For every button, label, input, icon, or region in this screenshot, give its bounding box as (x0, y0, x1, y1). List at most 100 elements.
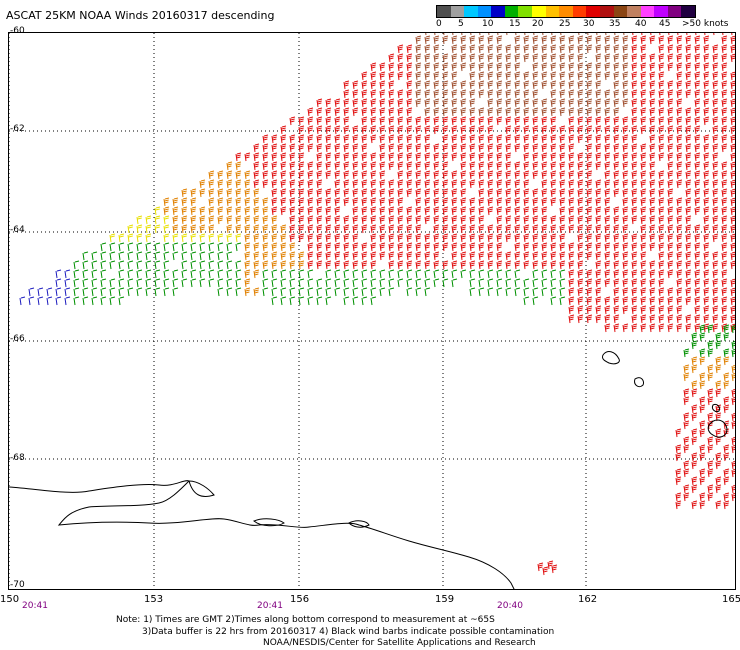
wind-barb (451, 215, 458, 225)
wind-barb (469, 161, 476, 171)
wind-barb (487, 188, 494, 198)
wind-barb (325, 224, 332, 234)
wind-barb (379, 224, 386, 234)
wind-barb (641, 33, 643, 36)
wind-barb (694, 152, 701, 162)
wind-barb (443, 33, 445, 36)
wind-barb (361, 278, 368, 288)
wind-barb (683, 364, 690, 374)
graticule (9, 33, 735, 589)
wind-barb (505, 152, 512, 162)
wind-barb (352, 80, 359, 90)
wind-barb (721, 107, 728, 117)
wind-barb (577, 53, 584, 63)
wind-barb (587, 33, 589, 36)
wind-barb (550, 107, 557, 117)
wind-barb (595, 35, 602, 45)
wind-barb (298, 215, 305, 225)
wind-barb (622, 143, 629, 153)
wind-barb (226, 197, 233, 207)
wind-barb (676, 161, 683, 171)
wind-barb (343, 80, 350, 90)
wind-barb (523, 152, 530, 162)
wind-barb (667, 260, 674, 270)
wind-barb (424, 80, 431, 90)
wind-barb (244, 170, 251, 180)
wind-barb (676, 152, 683, 162)
wind-barb (208, 179, 215, 189)
wind-barb (379, 179, 386, 189)
wind-barbs (19, 33, 735, 576)
wind-barb (460, 80, 467, 90)
wind-barb (640, 305, 647, 315)
wind-barb (523, 89, 530, 99)
wind-barb (496, 134, 503, 144)
wind-barb (541, 170, 548, 180)
wind-barb (685, 71, 692, 81)
wind-barb (271, 215, 278, 225)
wind-barb (703, 260, 710, 270)
wind-barb (712, 287, 719, 297)
wind-barb (316, 278, 323, 288)
wind-barb (487, 170, 494, 180)
wind-barb (379, 251, 386, 261)
wind-barb (433, 44, 440, 54)
colorbar-swatch (450, 6, 465, 17)
wind-barb (532, 116, 539, 126)
wind-barb (640, 179, 647, 189)
wind-barb (469, 179, 476, 189)
wind-barb (145, 224, 152, 234)
wind-barb (379, 152, 386, 162)
wind-barb (723, 452, 730, 462)
wind-barb (487, 134, 494, 144)
wind-barb (604, 71, 611, 81)
wind-barb (460, 107, 467, 117)
wind-barb (586, 116, 593, 126)
wind-barb (82, 278, 89, 288)
wind-barb (707, 372, 714, 382)
wind-barb (523, 251, 530, 261)
wind-barb (190, 188, 197, 198)
wind-barb (631, 314, 638, 324)
wind-barb (676, 251, 683, 261)
wind-barb (478, 152, 485, 162)
wind-barb (172, 287, 179, 297)
wind-barb (613, 35, 620, 45)
wind-barb (694, 89, 701, 99)
wind-map-panel (8, 32, 736, 590)
wind-barb (712, 278, 719, 288)
wind-barb (118, 269, 125, 279)
wind-barb (235, 287, 242, 297)
wind-barb (469, 53, 476, 63)
wind-barb (145, 260, 152, 270)
wind-barb (523, 224, 530, 234)
wind-barb (631, 179, 638, 189)
wind-barb (235, 242, 242, 252)
wind-barb (388, 215, 395, 225)
wind-barb (649, 89, 656, 99)
wind-barb (730, 89, 735, 99)
wind-barb (370, 215, 377, 225)
wind-barb (298, 251, 305, 261)
wind-barb (676, 224, 683, 234)
wind-barb (613, 314, 620, 324)
wind-barb (487, 98, 494, 108)
wind-barb (622, 305, 629, 315)
wind-barb (595, 305, 602, 315)
wind-barb (64, 296, 71, 306)
wind-barb (172, 251, 179, 261)
wind-barb (532, 296, 539, 306)
wind-barb (451, 80, 458, 90)
wind-barb (388, 197, 395, 207)
wind-barb (118, 260, 125, 270)
wind-barb (100, 296, 107, 306)
wind-barb (280, 242, 287, 252)
wind-barb (550, 143, 557, 153)
wind-barb (677, 33, 679, 36)
wind-barb (541, 260, 548, 270)
wind-barb (487, 260, 494, 270)
wind-barb (658, 242, 665, 252)
wind-barb (640, 197, 647, 207)
wind-barb (622, 125, 629, 135)
wind-barb (262, 161, 269, 171)
